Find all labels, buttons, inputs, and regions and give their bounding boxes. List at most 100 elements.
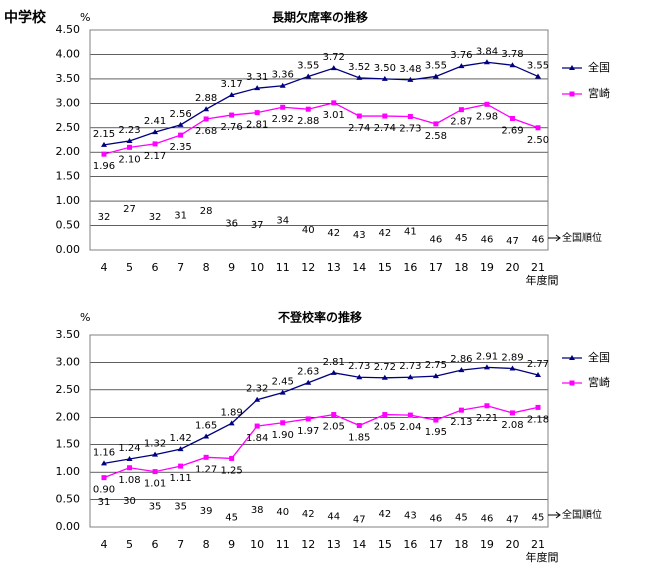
x-tick-label: 5 [126, 261, 133, 274]
point-marker [381, 75, 388, 81]
x-tick-label: 11 [276, 538, 290, 551]
point-marker [177, 446, 184, 452]
point-marker [254, 396, 261, 402]
point-marker [228, 420, 235, 426]
data-label: 2.41 [144, 116, 166, 127]
point-marker [178, 463, 184, 469]
data-label: 1.42 [169, 433, 191, 444]
point-marker [407, 114, 413, 120]
x-tick-label: 19 [480, 538, 494, 551]
data-label: 3.55 [527, 60, 549, 71]
rank-label: 46 [430, 514, 443, 525]
data-label: 2.05 [323, 422, 345, 433]
data-label: 1.96 [93, 161, 115, 172]
point-marker [535, 125, 541, 131]
point-marker [229, 455, 235, 461]
point-marker [203, 454, 209, 460]
data-label: 2.56 [169, 109, 191, 120]
data-label: 2.76 [221, 122, 243, 133]
y-tick-label: 4.50 [56, 23, 81, 36]
point-marker [152, 451, 159, 457]
data-label: 3.36 [272, 70, 294, 81]
point-marker [254, 423, 260, 429]
data-label: 3.01 [323, 110, 345, 121]
data-label: 2.35 [169, 142, 191, 153]
data-label: 2.10 [118, 154, 140, 165]
x-tick-label: 12 [301, 538, 315, 551]
data-label: 0.90 [93, 485, 115, 496]
data-label: 2.88 [297, 116, 319, 127]
y-tick-label: 3.50 [56, 72, 81, 85]
x-tick-label: 4 [101, 538, 108, 551]
point-marker [152, 129, 159, 135]
series-line [103, 405, 539, 479]
point-marker [483, 364, 490, 370]
point-marker [509, 115, 515, 121]
point-marker [458, 107, 464, 113]
y-tick-label: 2.50 [56, 121, 81, 134]
x-tick-label: 5 [126, 538, 133, 551]
data-label: 2.69 [501, 125, 523, 136]
data-label: 2.68 [195, 126, 217, 137]
data-label: 2.92 [272, 114, 294, 125]
data-label: 2.50 [527, 135, 549, 146]
rank-label: 47 [506, 515, 519, 526]
point-marker [432, 373, 439, 379]
data-label: 2.63 [297, 367, 319, 378]
x-tick-label: 6 [152, 538, 159, 551]
rank-label: 43 [404, 510, 417, 521]
x-tick-label: 19 [480, 261, 494, 274]
data-label: 2.21 [476, 413, 498, 424]
y-tick-label: 3.00 [56, 96, 81, 109]
data-label: 3.84 [476, 46, 498, 57]
y-tick-label: 0.50 [56, 219, 81, 232]
point-marker [458, 63, 465, 69]
rank-label: 35 [149, 502, 162, 513]
rank-label: 42 [378, 509, 391, 520]
data-label: 2.17 [144, 151, 166, 162]
legend-marker [569, 91, 575, 97]
point-marker [305, 106, 311, 112]
data-label: 2.73 [399, 361, 421, 372]
data-label: 1.24 [118, 443, 140, 454]
point-marker [126, 137, 133, 143]
x-tick-label: 8 [203, 538, 210, 551]
point-marker [509, 365, 516, 371]
x-tick-label: 4 [101, 261, 108, 274]
legend-marker [569, 380, 575, 386]
legend-label: 全国 [588, 350, 610, 364]
rank-label: 32 [98, 212, 111, 223]
point-marker [101, 141, 107, 147]
data-label: 1.65 [195, 420, 217, 431]
data-label: 2.05 [374, 422, 396, 433]
x-tick-label: 9 [228, 538, 235, 551]
rank-label: 40 [276, 507, 289, 518]
data-label: 1.32 [144, 439, 166, 450]
data-label: 1.90 [272, 430, 294, 441]
data-label: 1.97 [297, 426, 319, 437]
point-marker [331, 412, 337, 418]
x-tick-label: 21 [531, 538, 545, 551]
y-tick-label: 3.00 [56, 355, 81, 368]
rank-label: 31 [98, 497, 111, 508]
data-label: 2.23 [118, 125, 140, 136]
point-marker [356, 374, 363, 380]
series-line [103, 102, 539, 155]
rank-label: 27 [123, 204, 136, 215]
rank-label: 28 [200, 206, 213, 217]
data-label: 1.16 [93, 447, 115, 458]
x-tick-label: 11 [276, 261, 290, 274]
x-tick-label: 13 [327, 538, 341, 551]
data-label: 2.04 [399, 422, 421, 433]
data-label: 1.08 [118, 475, 140, 486]
point-marker [432, 73, 439, 79]
point-marker [356, 113, 362, 119]
y-unit: % [80, 11, 90, 24]
data-label: 2.45 [272, 377, 294, 388]
point-marker [254, 110, 260, 116]
point-marker [330, 65, 337, 71]
rank-label: 39 [200, 506, 213, 517]
point-marker [484, 403, 490, 409]
point-marker [178, 132, 184, 138]
rank-label: 47 [506, 236, 519, 247]
